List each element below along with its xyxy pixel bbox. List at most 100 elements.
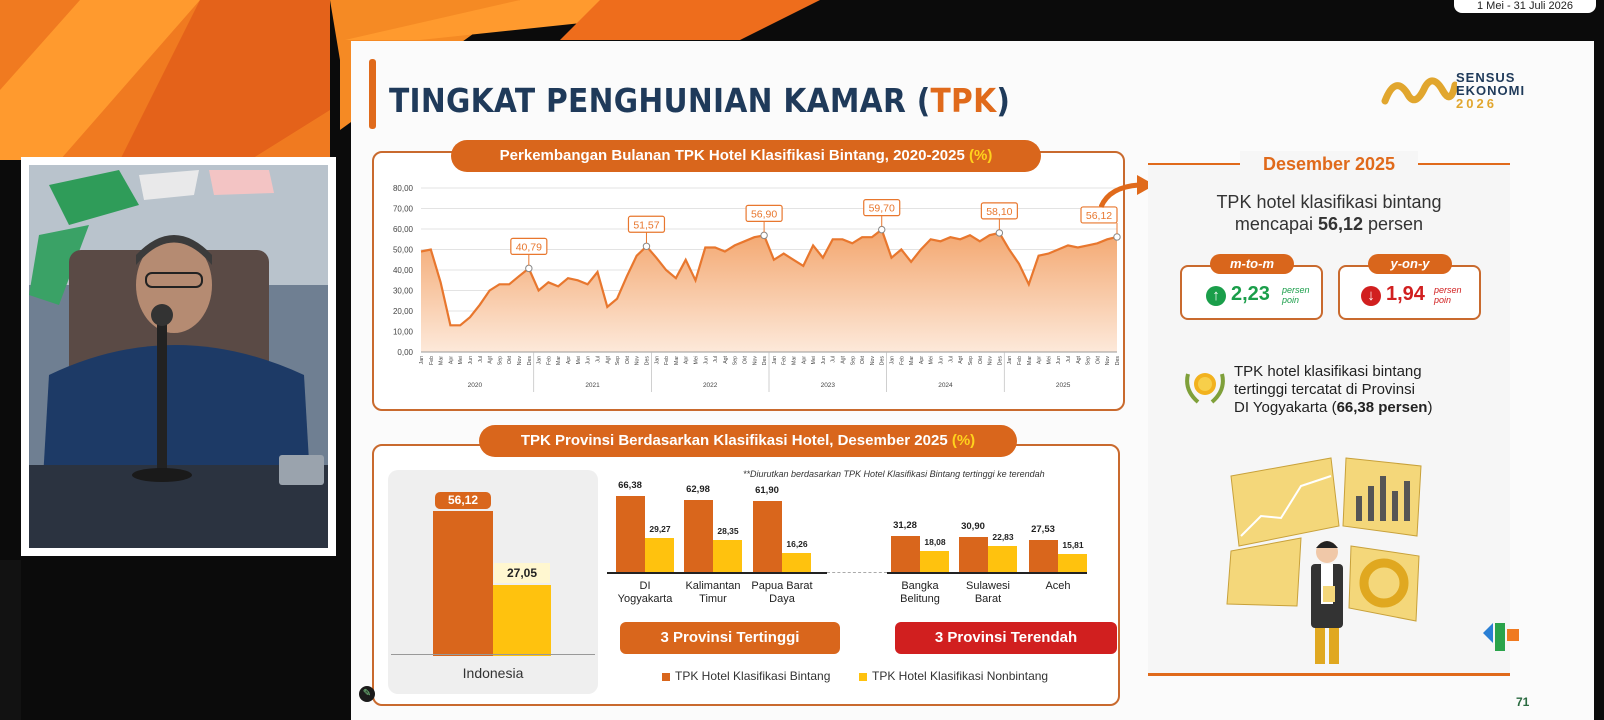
edit-icon[interactable]: ✎	[359, 686, 375, 702]
top-statement-line-1: TPK hotel klasifikasi bintang	[1234, 363, 1422, 380]
year-label: 2023	[821, 382, 836, 389]
summary-statement: TPK hotel klasifikasi bintang mencapai 5…	[1148, 191, 1510, 235]
bar-bintang	[959, 536, 988, 572]
date-range-badge: 1 Mei - 31 Juli 2026	[1454, 0, 1596, 13]
indonesia-bar-bintang	[433, 511, 493, 656]
x-tick-label: Feb	[782, 356, 788, 365]
x-tick-label: Jul	[478, 356, 484, 363]
sorting-note: **Diurutkan berdasarkan TPK Hotel Klasif…	[743, 469, 1045, 479]
year-label: 2020	[468, 382, 483, 389]
callout-point	[995, 229, 1004, 237]
yony-label: y-on-y	[1368, 254, 1452, 274]
x-tick-label: Mei	[929, 356, 935, 364]
x-tick-label: Mei	[693, 356, 699, 364]
callout-label: 58,10	[986, 206, 1012, 218]
x-tick-label: Jul	[831, 356, 837, 363]
x-tick-label: Mei	[458, 356, 464, 364]
category-label: Bangka Belitung	[900, 580, 940, 605]
year-label: 2024	[938, 382, 953, 389]
callout-box	[1080, 206, 1118, 224]
bar-bintang	[616, 496, 645, 572]
yony-unit: persen poin	[1434, 285, 1462, 305]
up-arrow-icon: ↑	[1206, 286, 1226, 306]
x-tick-label: Nov	[635, 356, 641, 366]
x-tick-label: Jan	[772, 356, 778, 364]
x-tick-label: Mei	[1046, 356, 1052, 364]
callout-point	[878, 225, 886, 234]
axis-gap	[827, 572, 887, 573]
summary-line-1: TPK hotel klasifikasi bintang	[1216, 192, 1442, 212]
x-tick-label: Apr	[1037, 356, 1043, 364]
x-tick-label: Sep	[733, 356, 739, 365]
top-statement-line-3: DI Yogyakarta (66,38 persen)	[1234, 399, 1433, 416]
top-province-statement: TPK hotel klasifikasi bintang tertinggi …	[1234, 363, 1432, 417]
indonesia-value-nonbintang: 27,05	[494, 563, 550, 583]
x-tick-label: Jun	[468, 356, 474, 364]
legend-label-nonbintang: TPK Hotel Klasifikasi Nonbintang	[872, 669, 1049, 683]
x-tick-label: Jun	[1056, 356, 1062, 364]
medal-icon	[1185, 373, 1225, 404]
presentation-slide: TINGKAT PENGHUNIAN KAMAR (TPK) SENSUS EK…	[351, 41, 1594, 720]
x-tick-label: Des	[997, 356, 1003, 366]
x-tick-label: Jun	[703, 356, 709, 364]
value-label-bintang: 30,90	[961, 520, 985, 532]
logo-line-3: 2026	[1456, 96, 1497, 111]
year-label: 2022	[703, 382, 718, 389]
value-label-nonbintang: 15,81	[1062, 539, 1084, 550]
legend-swatch-bintang	[662, 673, 670, 681]
y-tick-label: 60,00	[393, 225, 414, 234]
series-area	[421, 229, 1117, 352]
callout-point	[525, 264, 533, 273]
x-tick-label: Jul	[713, 356, 719, 363]
x-tick-label: Apr	[684, 356, 690, 364]
callout-point	[1113, 233, 1121, 241]
x-tick-label: Des	[644, 356, 650, 366]
x-tick-label: Agt	[1076, 355, 1082, 363]
indonesia-bar-nonbintang	[493, 585, 551, 656]
year-label: 2025	[1056, 382, 1071, 389]
x-tick-label: Agt	[605, 355, 611, 363]
summary-line-2: mencapai 56,12 persen	[1234, 214, 1424, 234]
value-label-nonbintang: 16,26	[786, 539, 808, 550]
x-tick-label: Jan	[419, 356, 425, 364]
x-tick-label: Jul	[1066, 356, 1072, 363]
bar-nonbintang	[988, 545, 1017, 572]
x-tick-label: Nov	[752, 356, 758, 366]
yony-value: 1,94	[1386, 283, 1425, 305]
down-arrow-icon: ↓	[1361, 286, 1381, 306]
x-tick-label: Okt	[625, 355, 631, 364]
value-label-nonbintang: 22,83	[992, 531, 1014, 542]
x-tick-label: Apr	[801, 356, 807, 364]
x-tick-label: Jul	[595, 356, 601, 363]
value-label-nonbintang: 29,27	[649, 524, 671, 535]
x-tick-label: Mar	[909, 356, 915, 365]
bar-bintang	[891, 536, 920, 572]
x-tick-label: Okt	[742, 355, 748, 364]
x-tick-label: Nov	[1105, 356, 1111, 366]
summary-bottom-line	[1148, 673, 1510, 676]
x-tick-label: Des	[762, 356, 768, 366]
x-tick-label: Jan	[1007, 356, 1013, 364]
callout-point	[642, 242, 651, 250]
bottom-3-label: 3 Provinsi Terendah	[895, 622, 1117, 654]
top-3-label: 3 Provinsi Tertinggi	[620, 622, 840, 654]
bar-nonbintang	[1058, 553, 1087, 572]
x-tick-label: Feb	[899, 356, 905, 365]
presenter-video[interactable]	[21, 157, 336, 556]
x-tick-label: Des	[527, 356, 533, 366]
x-tick-label: Okt	[507, 355, 513, 364]
indonesia-value-bintang: 56,12	[435, 492, 491, 509]
value-label-nonbintang: 18,08	[924, 537, 946, 548]
x-tick-label: Agt	[488, 355, 494, 363]
x-tick-label: Mar	[439, 356, 445, 365]
top-axis-line	[607, 572, 827, 574]
value-label-bintang: 27,53	[1031, 524, 1055, 536]
callout-label: 51,57	[633, 219, 659, 231]
x-tick-label: Mei	[576, 356, 582, 364]
x-tick-label: Feb	[546, 356, 552, 365]
x-tick-label: Agt	[723, 355, 729, 363]
y-tick-label: 10,00	[393, 328, 414, 337]
callout-label: 56,12	[1086, 210, 1112, 222]
x-tick-label: Okt	[860, 355, 866, 364]
x-tick-label: Sep	[615, 356, 621, 365]
